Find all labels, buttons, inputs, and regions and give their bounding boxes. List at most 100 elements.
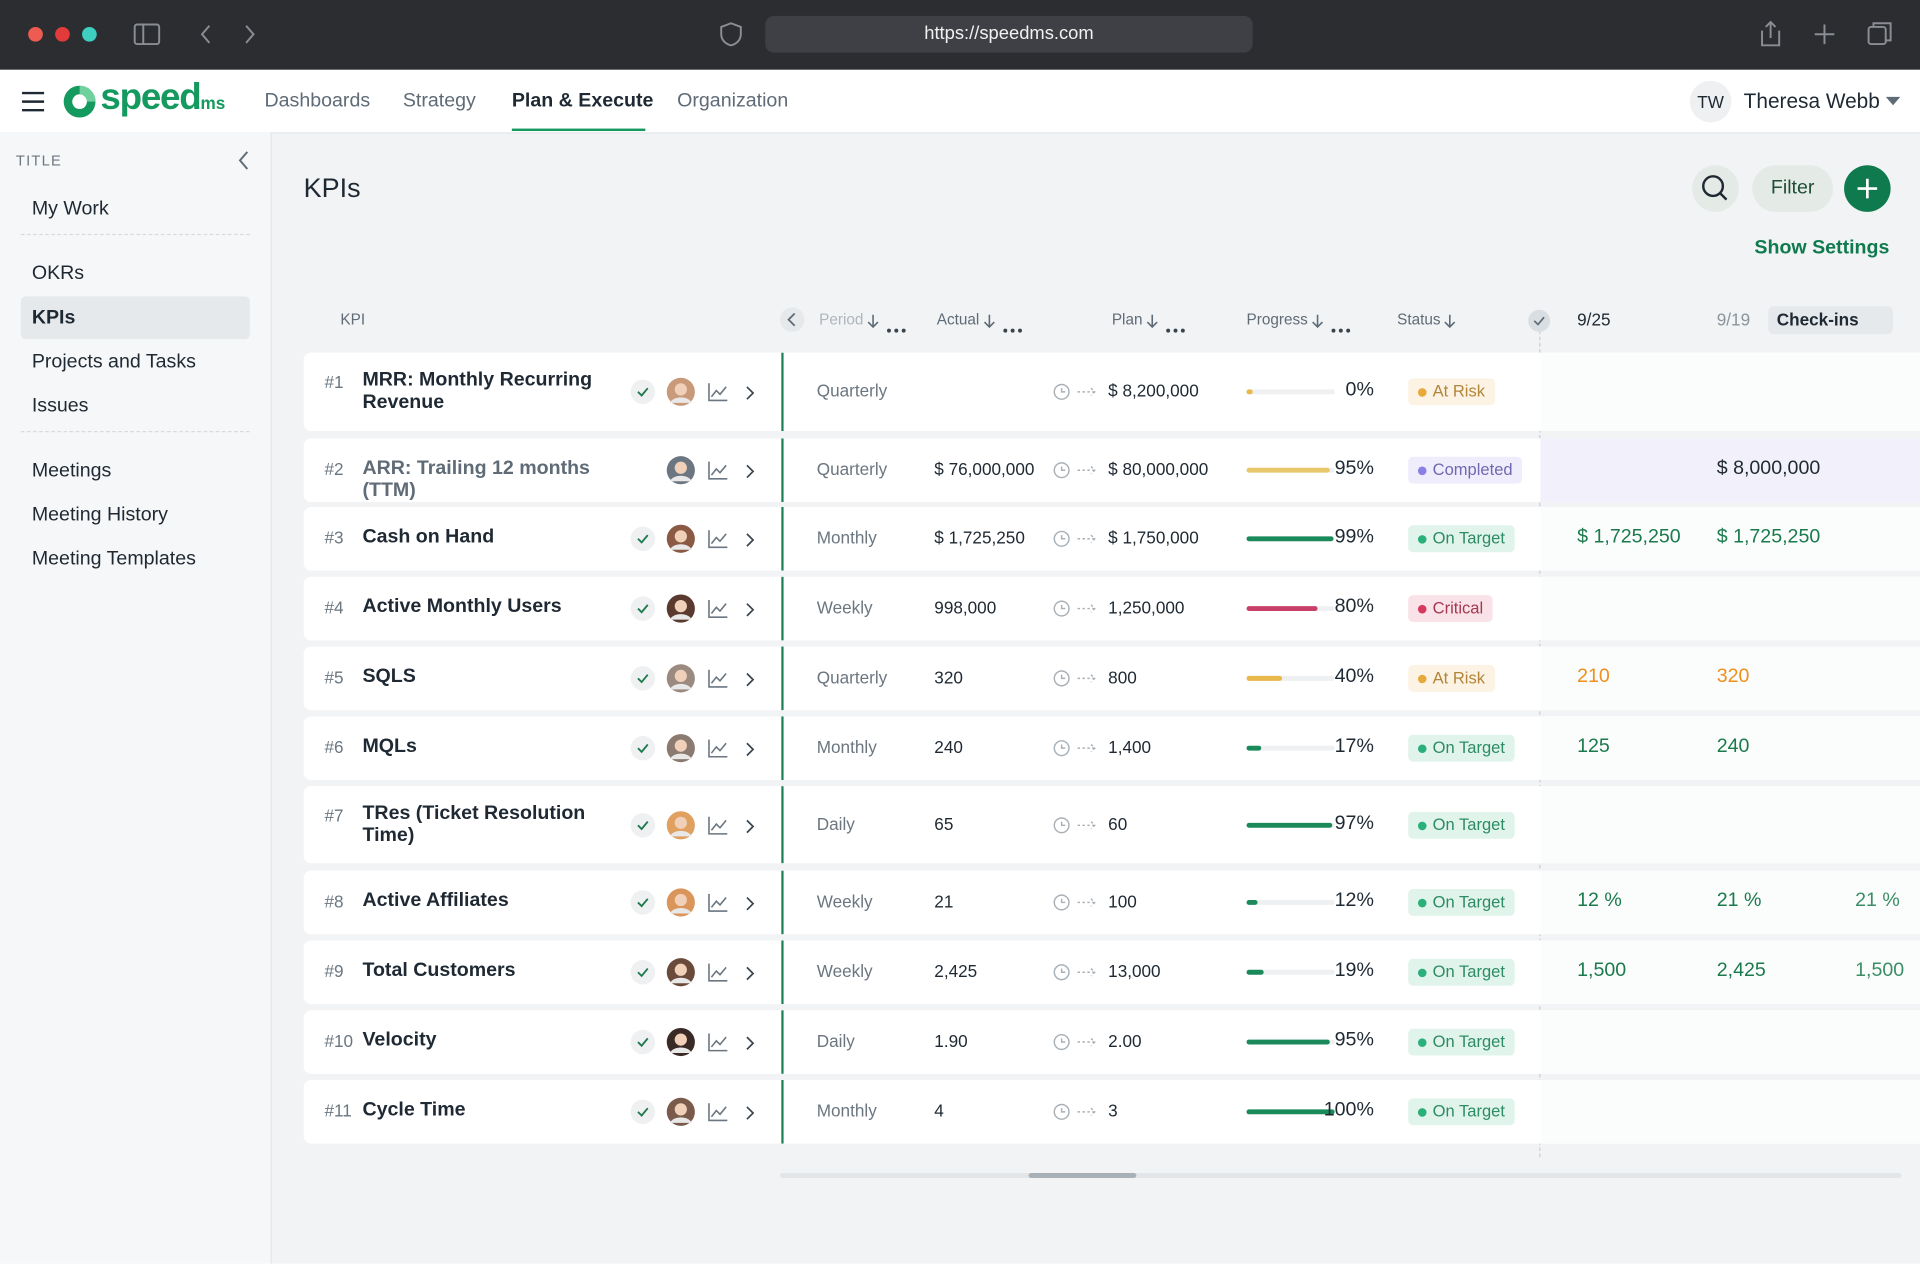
owner-avatar[interactable] bbox=[666, 733, 695, 769]
menu-icon[interactable] bbox=[21, 91, 45, 113]
owner-avatar[interactable] bbox=[666, 524, 695, 560]
chart-icon[interactable] bbox=[708, 599, 729, 625]
sidebar-item[interactable]: Meeting Templates bbox=[31, 548, 196, 570]
owner-avatar[interactable] bbox=[666, 888, 695, 924]
more-icon[interactable] bbox=[1003, 317, 1023, 339]
kpi-name[interactable]: TRes (Ticket Resolution Time) bbox=[362, 803, 586, 847]
check-icon[interactable] bbox=[629, 889, 656, 922]
kpi-name[interactable]: Total Customers bbox=[362, 960, 516, 981]
search-button[interactable] bbox=[1692, 165, 1739, 212]
user-avatar[interactable]: TW bbox=[1689, 80, 1732, 123]
status-pill[interactable]: Critical bbox=[1408, 595, 1493, 623]
kpi-row[interactable]: #2 ARR: Trailing 12 months (TTM) Quarterly… bbox=[303, 438, 1920, 503]
kpi-name[interactable]: MQLs bbox=[362, 735, 417, 757]
collapse-icon[interactable] bbox=[238, 151, 250, 171]
kpi-row[interactable]: #3 Cash on Hand Monthly $ 1,725,250 $ 1,750,… bbox=[303, 506, 1920, 571]
status-pill[interactable]: At Risk bbox=[1408, 664, 1495, 692]
kpi-row[interactable]: #9 Total Customers Weekly 2,425 13,000 19% On … bbox=[303, 940, 1920, 1005]
chart-icon[interactable] bbox=[708, 1032, 729, 1058]
owner-avatar[interactable] bbox=[666, 456, 695, 492]
sidebar-item[interactable]: Issues bbox=[31, 395, 89, 417]
url-bar[interactable]: https://speedms.com bbox=[765, 15, 1253, 53]
kpi-row[interactable]: #10 Velocity Daily 1.90 2.00 95% On Target bbox=[303, 1010, 1920, 1074]
chart-icon[interactable] bbox=[708, 962, 729, 988]
kpi-row[interactable]: #11 Cycle Time Monthly 4 3 100% On Target bbox=[303, 1080, 1920, 1144]
checkins-tab[interactable]: Check-ins bbox=[1768, 306, 1894, 335]
kpi-name[interactable]: Velocity bbox=[362, 1029, 437, 1051]
check-icon[interactable] bbox=[629, 959, 656, 992]
kpi-name[interactable]: MRR: Monthly Recurring Revenue bbox=[362, 369, 593, 413]
open-icon[interactable] bbox=[744, 601, 755, 623]
user-caret[interactable] bbox=[1885, 96, 1901, 107]
sidebar-item[interactable]: My Work bbox=[31, 198, 109, 220]
column-header[interactable]: Period bbox=[819, 311, 864, 329]
status-pill[interactable]: On Target bbox=[1408, 958, 1515, 986]
owner-avatar[interactable] bbox=[666, 1027, 695, 1063]
open-icon[interactable] bbox=[744, 1104, 755, 1126]
checkin-value[interactable]: $ 1,725,250 bbox=[1716, 526, 1821, 548]
sidebar-item[interactable]: Meeting History bbox=[31, 504, 168, 526]
sort-icon[interactable] bbox=[1311, 312, 1324, 334]
checkin-value[interactable]: 21 % bbox=[1716, 890, 1762, 912]
nav-link[interactable]: Dashboards bbox=[264, 90, 371, 112]
sort-icon[interactable] bbox=[1146, 312, 1158, 334]
kpi-name[interactable]: Active Monthly Users bbox=[362, 596, 562, 618]
owner-avatar[interactable] bbox=[666, 958, 695, 994]
kpi-name[interactable]: Cycle Time bbox=[362, 1099, 466, 1121]
checkin-value[interactable]: 320 bbox=[1716, 666, 1750, 687]
check-icon[interactable] bbox=[629, 1029, 656, 1062]
scroll-thumb[interactable] bbox=[1028, 1173, 1137, 1178]
open-icon[interactable] bbox=[744, 671, 755, 693]
sidebar-item[interactable]: Meetings bbox=[31, 460, 112, 482]
status-pill[interactable]: On Target bbox=[1408, 525, 1515, 553]
column-header[interactable]: Actual bbox=[936, 311, 980, 329]
kpi-row[interactable]: #1 MRR: Monthly Recurring Revenue Quarterl… bbox=[303, 352, 1920, 432]
status-pill[interactable]: On Target bbox=[1408, 1028, 1515, 1056]
chart-icon[interactable] bbox=[708, 460, 729, 486]
checkin-value[interactable]: 125 bbox=[1577, 735, 1610, 757]
owner-avatar[interactable] bbox=[666, 594, 695, 630]
open-icon[interactable] bbox=[744, 895, 755, 917]
open-icon[interactable] bbox=[744, 463, 755, 485]
checkin-value[interactable]: 2,425 bbox=[1716, 960, 1766, 981]
checkin-value[interactable]: 21 % bbox=[1855, 890, 1900, 912]
status-pill[interactable]: On Target bbox=[1408, 888, 1515, 916]
kpi-name[interactable]: ARR: Trailing 12 months (TTM) bbox=[362, 457, 590, 501]
kpi-row[interactable]: #6 MQLs Monthly 240 1,400 17% On Target 125 240 bbox=[303, 716, 1920, 781]
chart-icon[interactable] bbox=[708, 815, 729, 841]
nav-link[interactable]: Strategy bbox=[402, 90, 476, 112]
sort-icon[interactable] bbox=[1444, 312, 1456, 334]
filter-button[interactable]: Filter bbox=[1752, 165, 1834, 212]
check-icon[interactable] bbox=[629, 378, 656, 411]
owner-avatar[interactable] bbox=[666, 377, 695, 413]
status-pill[interactable]: On Target bbox=[1408, 811, 1515, 839]
user-name[interactable]: Theresa Webb bbox=[1743, 89, 1880, 113]
chart-icon[interactable] bbox=[708, 382, 729, 408]
sidebar-item[interactable]: OKRs bbox=[31, 263, 85, 285]
chart-icon[interactable] bbox=[708, 1102, 729, 1128]
owner-avatar[interactable] bbox=[666, 810, 695, 846]
open-icon[interactable] bbox=[744, 741, 755, 763]
sort-icon[interactable] bbox=[867, 312, 879, 334]
check-all[interactable] bbox=[1527, 309, 1551, 340]
kpi-name[interactable]: Cash on Hand bbox=[362, 526, 495, 548]
checkin-value[interactable]: 210 bbox=[1577, 666, 1610, 687]
browser-nav[interactable] bbox=[132, 22, 267, 46]
owner-avatar[interactable] bbox=[666, 1097, 695, 1133]
kpi-row[interactable]: #7 TRes (Ticket Resolution Time) Daily 65 60… bbox=[303, 786, 1920, 864]
column-header[interactable]: Status bbox=[1397, 311, 1441, 329]
sort-icon[interactable] bbox=[983, 312, 995, 334]
checkin-value[interactable]: 240 bbox=[1716, 735, 1750, 757]
sidebar-item[interactable]: KPIs bbox=[20, 296, 250, 340]
checkin-value[interactable]: $ 1,725,250 bbox=[1577, 526, 1681, 548]
show-settings[interactable]: Show Settings bbox=[1754, 237, 1890, 259]
more-icon[interactable] bbox=[1331, 317, 1351, 339]
check-icon[interactable] bbox=[629, 811, 656, 844]
window-controls[interactable] bbox=[22, 24, 108, 44]
nav-link[interactable]: Organization bbox=[677, 90, 789, 112]
nav-link[interactable]: Plan & Execute bbox=[511, 90, 654, 112]
open-icon[interactable] bbox=[744, 965, 755, 987]
owner-avatar[interactable] bbox=[666, 664, 695, 700]
checkin-value[interactable]: $ 8,000,000 bbox=[1716, 457, 1821, 479]
column-header[interactable]: Progress bbox=[1246, 311, 1308, 329]
